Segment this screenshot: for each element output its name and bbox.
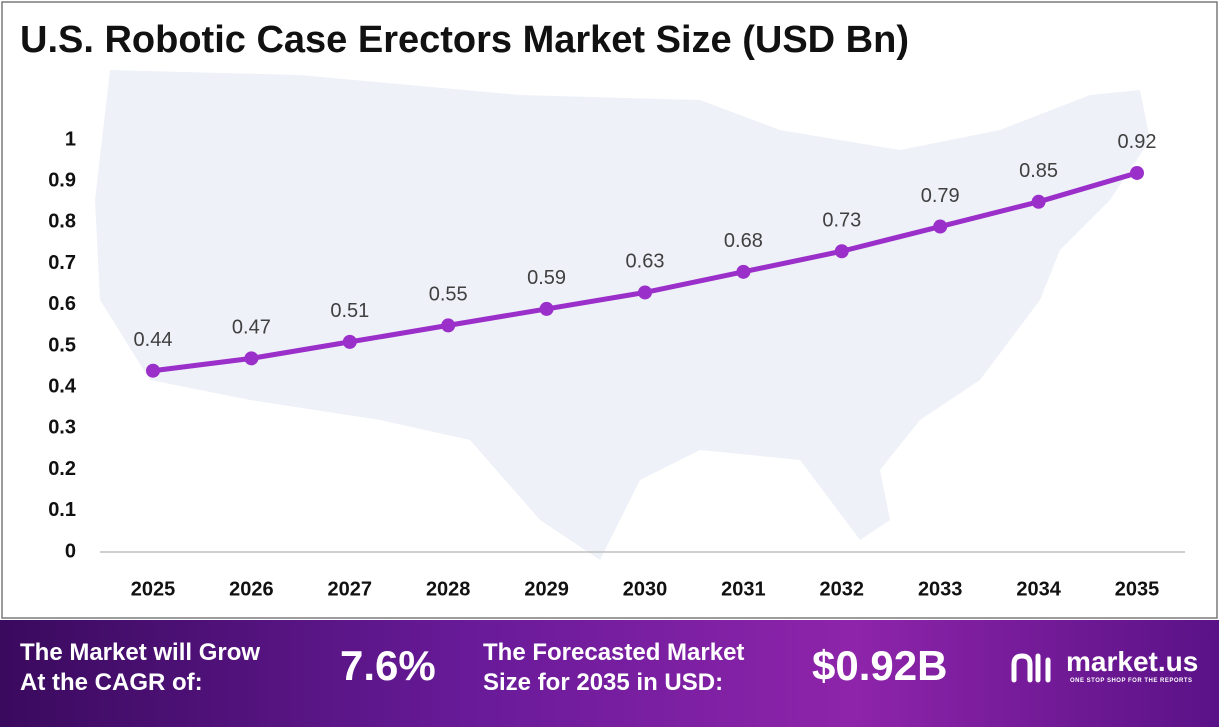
data-label: 0.51 [330,300,369,322]
chart-title: U.S. Robotic Case Erectors Market Size (… [20,19,909,61]
data-label: 0.73 [822,210,861,232]
brand-logo [1011,653,1051,683]
y-tick-label: 1 [65,128,76,150]
forecast-text: The Forecasted Market Size for 2035 in U… [483,638,744,698]
data-label: 0.85 [1019,160,1058,182]
x-tick-label: 2028 [426,578,471,600]
x-tick-label: 2025 [131,578,176,600]
brand-name: market.us [1066,646,1199,677]
x-tick-label: 2027 [328,578,373,600]
y-tick-label: 0.5 [48,334,76,356]
map-background [95,70,1150,560]
data-point [441,318,456,333]
forecast-value: $0.92B [812,642,948,689]
forecast-line: The Forecasted Market [483,639,745,666]
x-tick-label: 2026 [229,578,274,600]
brand-tagline: ONE STOP SHOP FOR THE REPORTS [1070,678,1193,684]
cagr-line: The Market will Grow [20,639,261,666]
x-tick-label: 2035 [1115,578,1160,600]
y-tick-label: 0.2 [48,458,76,480]
data-point [1130,165,1144,180]
y-tick-label: 0.3 [48,417,76,439]
data-point [933,219,948,234]
data-point [342,334,357,349]
x-tick-label: 2030 [623,578,668,600]
cagr-line: At the CAGR of: [20,669,203,696]
data-label: 0.55 [429,284,468,306]
data-label: 0.92 [1118,131,1157,153]
data-label: 0.44 [134,329,173,351]
data-label: 0.63 [626,251,665,273]
y-tick-label: 0.1 [48,499,76,521]
cagr-value: 7.6% [340,642,436,689]
x-tick-label: 2032 [820,578,865,600]
data-point [539,301,554,316]
data-point [736,264,751,279]
cagr-text: The Market will Grow At the CAGR of: [20,638,260,698]
y-tick-label: 0.8 [48,211,76,233]
y-tick-label: 0.4 [48,375,77,397]
data-point [834,244,849,259]
y-tick-label: 0.6 [48,293,76,315]
y-tick-label: 0.7 [48,252,76,274]
data-point [1031,194,1046,209]
footer-banner: The Market will Grow At the CAGR of: 7.6… [0,620,1219,727]
forecast-line: Size for 2035 in USD: [483,669,724,696]
data-point [638,285,652,300]
y-tick-label: 0 [65,540,76,562]
data-label: 0.79 [921,185,960,207]
x-tick-label: 2033 [918,578,963,600]
data-label: 0.47 [232,317,271,339]
x-tick-label: 2029 [524,578,569,600]
x-tick-label: 2031 [721,578,766,600]
y-tick-label: 0.9 [48,169,76,191]
x-tick-label: 2034 [1016,578,1061,600]
data-point [244,351,259,366]
chart: U.S. Robotic Case Erectors Market Size (… [1,1,1218,619]
data-label: 0.59 [527,267,566,289]
data-label: 0.68 [724,230,763,252]
data-point [146,363,160,378]
